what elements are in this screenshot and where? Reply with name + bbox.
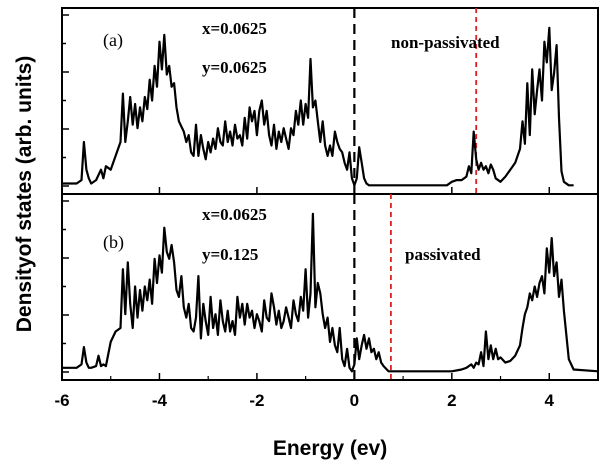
- panel-a-frame: [61, 7, 599, 195]
- panel-a-label: (a): [103, 30, 123, 51]
- x-axis-title: Energy (ev): [273, 437, 387, 460]
- x-tick-label: 2: [447, 391, 456, 410]
- x-tick-label: 4: [545, 391, 555, 410]
- x-tick-label: -6: [54, 391, 69, 410]
- x-tick-label: 0: [350, 391, 359, 410]
- panel-a-x-text: x=0.0625: [202, 19, 267, 38]
- panel-b-dos-curve: [62, 212, 599, 373]
- panel-a: (a) x=0.0625 y=0.0625 non-passivated: [61, 7, 599, 195]
- panel-b-yticks: [62, 200, 69, 373]
- panel-b-y-text: y=0.125: [202, 245, 258, 264]
- panel-a-yticks: [62, 14, 69, 187]
- x-tick-label: -2: [249, 391, 264, 410]
- panel-b: (b) x=0.0625 y=0.125 passivated: [61, 193, 599, 381]
- panel-b-x-text: x=0.0625: [202, 205, 267, 224]
- x-axis: -6 -4 -2 0 2 4: [54, 187, 555, 410]
- panel-a-y-text: y=0.0625: [202, 58, 267, 77]
- panel-b-label: (b): [103, 232, 124, 253]
- x-tick-label: -4: [152, 391, 168, 410]
- panel-b-annotation: passivated: [405, 245, 481, 264]
- y-axis-title: Densityof states (arb. units): [13, 56, 36, 333]
- panel-a-dos-curve: [62, 26, 574, 187]
- panel-a-annotation: non-passivated: [391, 33, 500, 52]
